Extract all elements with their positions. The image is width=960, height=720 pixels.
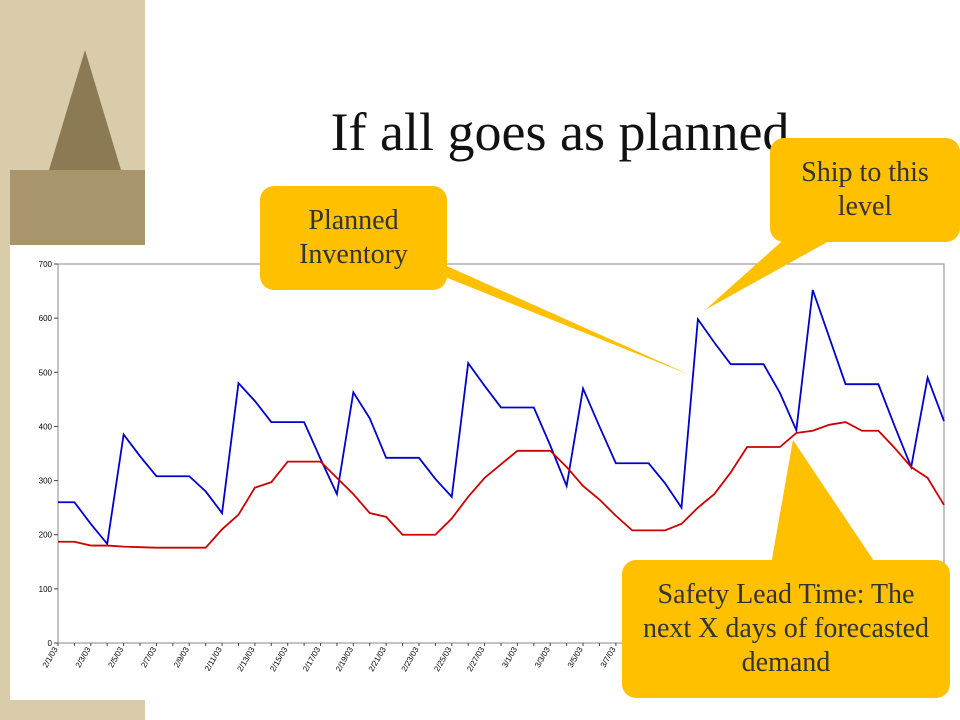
- slide-title: If all goes as planned: [331, 102, 790, 162]
- callout-tail: [400, 245, 690, 375]
- y-tick-label: 300: [39, 477, 53, 486]
- y-tick-label: 0: [48, 639, 53, 648]
- tower-body: [10, 170, 145, 250]
- y-tick-label: 700: [39, 260, 53, 269]
- series-line: [58, 289, 945, 547]
- callout: Ship to this level: [770, 138, 960, 242]
- y-tick-label: 200: [39, 531, 53, 540]
- tower-spire: [40, 50, 130, 200]
- callout-tail: [705, 225, 840, 310]
- callout: Safety Lead Time: The next X days of for…: [622, 560, 950, 698]
- y-tick-label: 600: [39, 314, 53, 323]
- y-tick-label: 100: [39, 585, 53, 594]
- callout-tail: [770, 440, 880, 570]
- callout: Planned Inventory: [260, 186, 447, 290]
- y-tick-label: 400: [39, 422, 53, 431]
- y-tick-label: 500: [39, 368, 53, 377]
- series-line: [58, 421, 945, 549]
